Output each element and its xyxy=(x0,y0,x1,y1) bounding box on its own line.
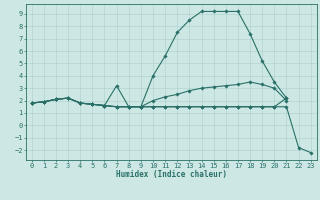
X-axis label: Humidex (Indice chaleur): Humidex (Indice chaleur) xyxy=(116,170,227,179)
